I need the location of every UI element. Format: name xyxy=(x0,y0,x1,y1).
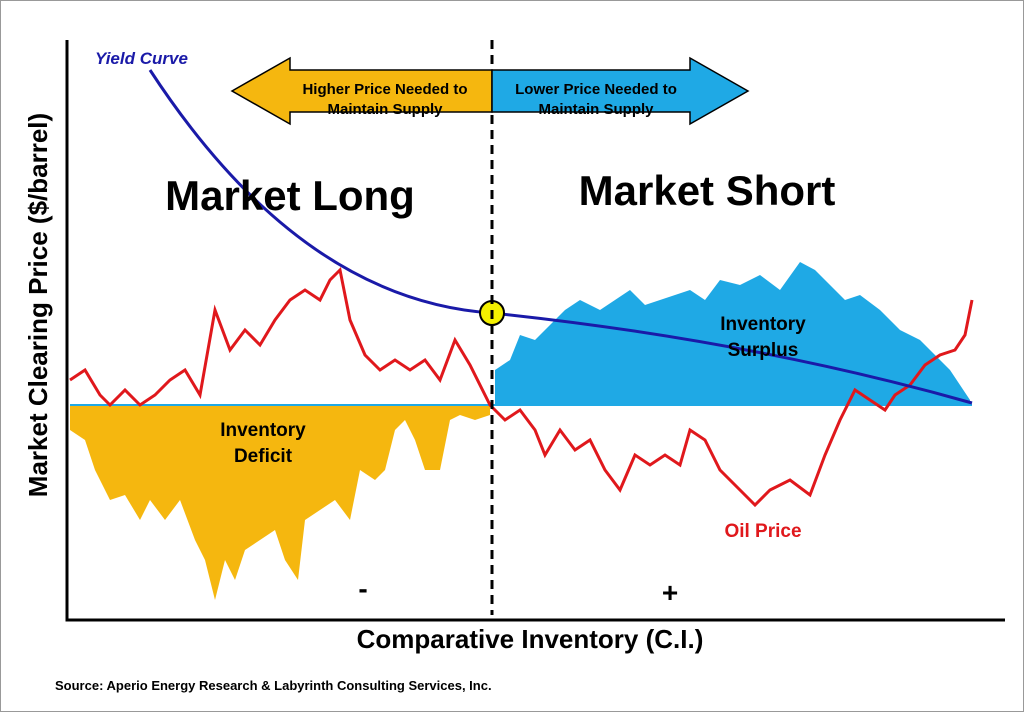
deficit-area xyxy=(70,405,490,600)
arrow-right xyxy=(491,56,750,126)
axes xyxy=(65,40,1005,622)
x-axis-label: Comparative Inventory (C.I.) xyxy=(357,624,704,654)
arrow-text: Maintain Supply xyxy=(327,101,443,118)
plus-sign: + xyxy=(662,577,678,608)
yield-curve-label: Yield Curve xyxy=(95,49,188,68)
title-left: Market Long xyxy=(165,172,415,219)
surplus-area xyxy=(495,262,970,405)
region-label: Deficit xyxy=(234,446,293,467)
oil-price-label: Oil Price xyxy=(724,521,801,542)
region-label: Surplus xyxy=(728,340,799,361)
region-label: Inventory xyxy=(720,314,806,335)
y-axis-label: Market Clearing Price ($/barrel) xyxy=(23,113,53,497)
arrow-text: Maintain Supply xyxy=(538,101,654,118)
title-right: Market Short xyxy=(579,167,836,214)
source: Source: Aperio Energy Research & Labyrin… xyxy=(55,678,492,693)
arrow-text: Lower Price Needed to xyxy=(515,81,677,98)
region-label: Inventory xyxy=(220,420,306,441)
oil-price-line xyxy=(69,266,974,508)
arrow-text: Higher Price Needed to xyxy=(302,81,467,98)
minus-sign: - xyxy=(358,573,367,604)
